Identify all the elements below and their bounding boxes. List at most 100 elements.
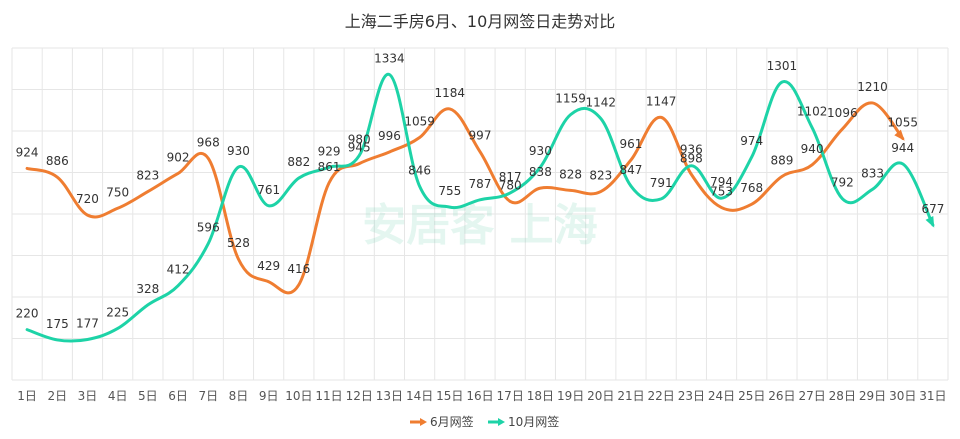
legend-item-2[interactable]: 10月网签 <box>488 414 559 429</box>
data-label: 1147 <box>646 94 677 108</box>
series-end-arrow <box>894 129 905 141</box>
data-label: 823 <box>589 169 612 183</box>
data-label: 828 <box>559 167 582 181</box>
data-label: 823 <box>136 169 159 183</box>
data-label: 889 <box>770 153 793 167</box>
data-label: 177 <box>76 316 99 330</box>
data-label: 846 <box>408 163 431 177</box>
legend-item-1[interactable]: 6月网签 <box>410 414 474 429</box>
data-label: 225 <box>106 305 129 319</box>
series-layer <box>25 73 935 343</box>
chart-title: 上海二手房6月、10月网签日走势对比 <box>344 12 616 31</box>
data-label: 328 <box>136 282 159 296</box>
data-label: 755 <box>438 184 461 198</box>
data-label: 677 <box>921 202 944 216</box>
data-label: 996 <box>378 129 401 143</box>
data-label: 974 <box>740 134 763 148</box>
data-label: 861 <box>318 160 341 174</box>
x-tick-label: 11日 <box>315 389 342 403</box>
data-label: 1334 <box>374 52 405 66</box>
data-label: 175 <box>46 317 69 331</box>
x-tick-label: 12日 <box>346 389 373 403</box>
legend-label: 6月网签 <box>430 414 474 429</box>
data-label: 997 <box>469 129 492 143</box>
data-label: 753 <box>710 185 733 199</box>
x-tick-label: 1日 <box>17 389 37 403</box>
x-tick-label: 19日 <box>557 389 584 403</box>
data-label: 1055 <box>887 115 918 129</box>
x-tick-label: 30日 <box>889 389 916 403</box>
data-label: 961 <box>620 137 643 151</box>
data-label: 940 <box>801 142 824 156</box>
series-2 <box>25 73 935 343</box>
legend-swatch-arrow <box>420 418 427 426</box>
x-tick-label: 17日 <box>497 389 524 403</box>
data-label: 220 <box>16 307 39 321</box>
x-tick-label: 7日 <box>198 389 218 403</box>
x-tick-label: 15日 <box>436 389 463 403</box>
data-label: 838 <box>529 165 552 179</box>
x-tick-label: 21日 <box>617 389 644 403</box>
x-tick-label: 20日 <box>587 389 614 403</box>
x-tick-label: 27日 <box>798 389 825 403</box>
data-label: 930 <box>227 144 250 158</box>
series-1 <box>25 101 905 295</box>
x-tick-label: 23日 <box>678 389 705 403</box>
data-label: 750 <box>106 185 129 199</box>
data-label: 817 <box>499 170 522 184</box>
data-label: 924 <box>16 145 39 159</box>
x-tick-label: 6日 <box>168 389 188 403</box>
data-label: 761 <box>257 183 280 197</box>
x-tick-label: 28日 <box>829 389 856 403</box>
x-tick-label: 31日 <box>919 389 946 403</box>
data-label: 886 <box>46 154 69 168</box>
x-tick-label: 26日 <box>768 389 795 403</box>
data-label: 412 <box>167 263 190 277</box>
data-label: 930 <box>529 144 552 158</box>
x-tick-label: 29日 <box>859 389 886 403</box>
data-label: 1159 <box>555 92 586 106</box>
data-label: 792 <box>831 176 854 190</box>
data-label: 1102 <box>797 105 828 119</box>
data-label: 1059 <box>404 115 435 129</box>
x-tick-label: 13日 <box>376 389 403 403</box>
x-tick-label: 25日 <box>738 389 765 403</box>
x-axis: 1日 2日 3日 4日 5日 6日 7日 8日 9日 10日 11日 12日 13日 14日 15日 16日 1… <box>17 389 946 403</box>
x-tick-label: 8日 <box>229 389 249 403</box>
data-label: 720 <box>76 192 99 206</box>
legend[interactable]: 6月网签 10月网签 <box>410 414 559 429</box>
x-tick-label: 4日 <box>108 389 128 403</box>
x-tick-label: 24日 <box>708 389 735 403</box>
data-label: 596 <box>197 221 220 235</box>
data-label: 416 <box>287 262 310 276</box>
data-label: 882 <box>287 155 310 169</box>
data-label: 833 <box>861 166 884 180</box>
x-tick-label: 16日 <box>466 389 493 403</box>
series-line <box>25 101 905 295</box>
data-label: 787 <box>469 177 492 191</box>
watermark-layer: 安居客 上海 <box>362 200 597 251</box>
data-label: 898 <box>680 151 703 165</box>
data-label: 429 <box>257 259 280 273</box>
data-label: 1142 <box>586 96 617 110</box>
data-label: 945 <box>348 141 371 155</box>
legend-swatch-arrow <box>498 418 505 426</box>
series-end-arrow <box>925 215 935 228</box>
x-tick-label: 14日 <box>406 389 433 403</box>
data-label: 1210 <box>857 80 888 94</box>
x-tick-label: 18日 <box>527 389 554 403</box>
x-tick-label: 2日 <box>47 389 67 403</box>
data-label: 1184 <box>435 86 466 100</box>
series-line <box>25 73 935 343</box>
legend-label: 10月网签 <box>508 414 559 429</box>
x-tick-label: 3日 <box>78 389 98 403</box>
x-tick-label: 5日 <box>138 389 158 403</box>
x-tick-label: 10日 <box>285 389 312 403</box>
data-label: 1301 <box>767 59 798 73</box>
data-label: 780 <box>499 178 522 192</box>
watermark-text: 安居客 上海 <box>362 200 597 251</box>
data-label: 794 <box>710 175 733 189</box>
